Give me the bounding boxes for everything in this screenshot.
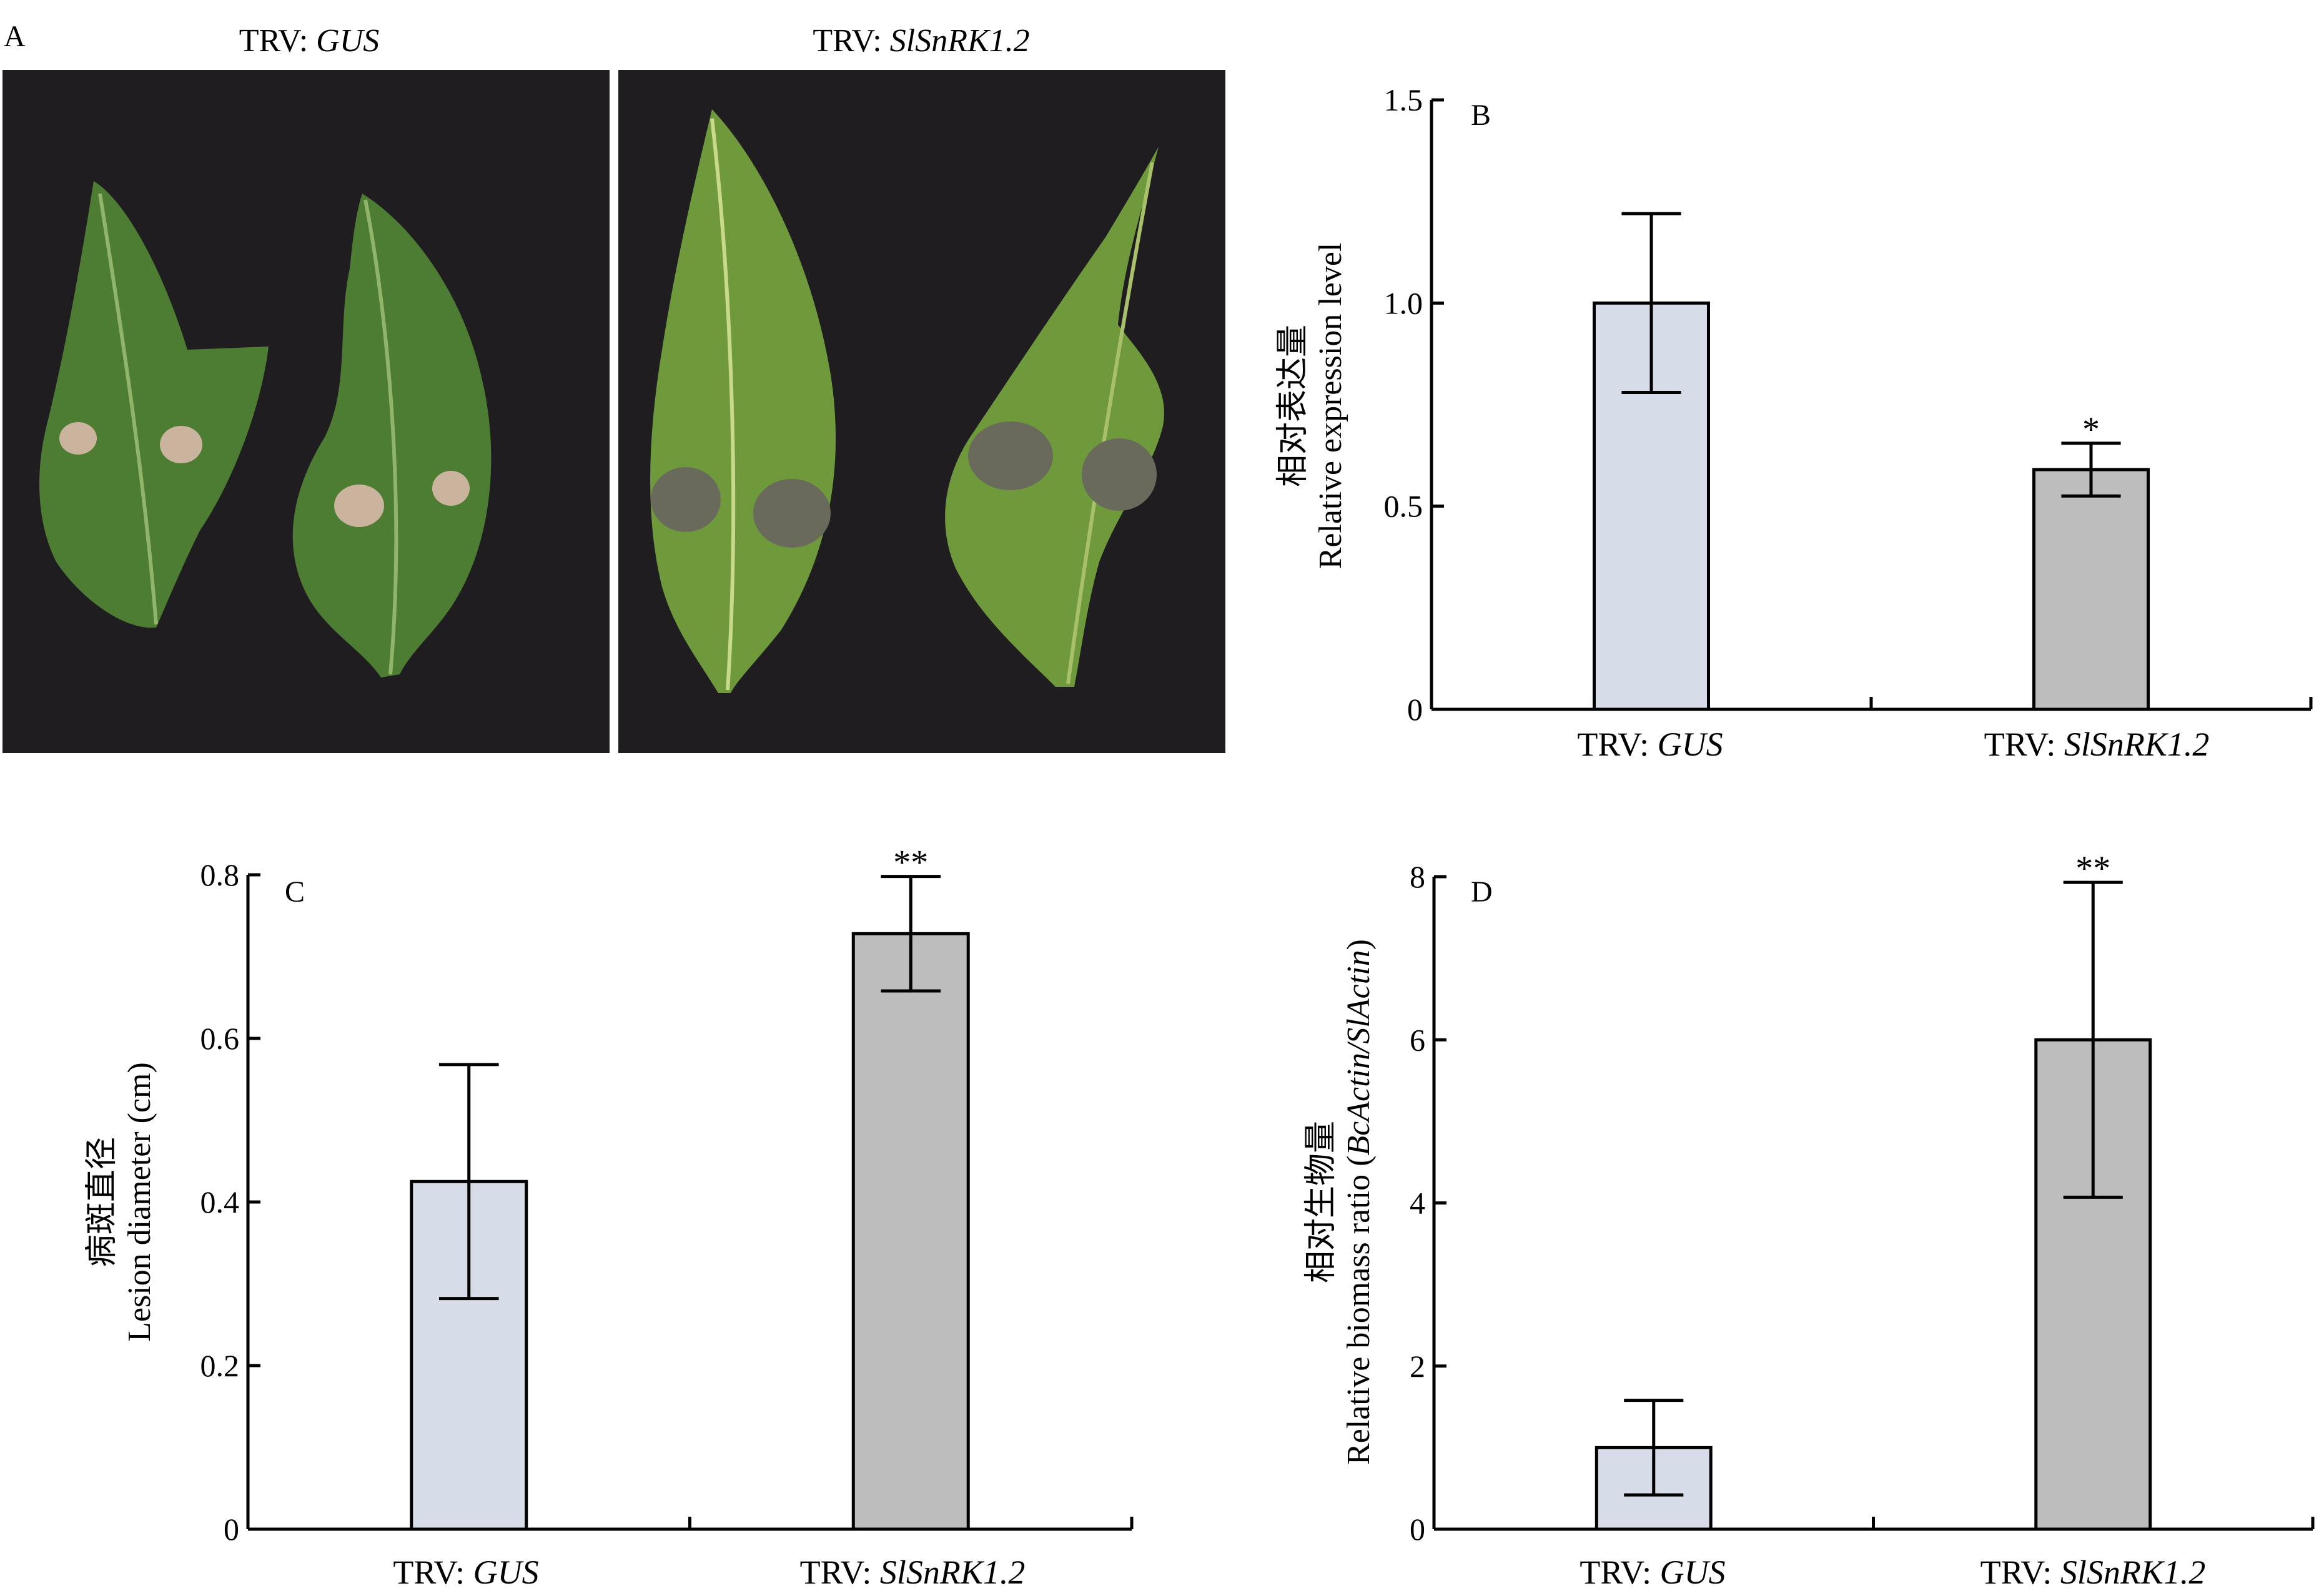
lesion-snrk-2 — [753, 479, 831, 548]
chart-b-ylabel-cn: 相对表达量 — [1275, 325, 1311, 487]
chart-d-ylabel-en-italic: BcActin/SlActin — [1341, 950, 1377, 1155]
chart-b-panel-letter: B — [1471, 99, 1491, 132]
photo-snrk-caption: TRV: SlSnRK1.2 — [813, 23, 1029, 59]
lesion-snrk-1 — [651, 467, 721, 532]
chart-b-ylabel: 相对表达量 Relative expression level — [1275, 243, 1348, 569]
chart-d-category-label-snrk: TRV: SlSnRK1.2 — [1980, 1554, 2206, 1591]
lesion-snrk-4 — [1082, 438, 1157, 511]
chart-d-panel-letter: D — [1471, 875, 1493, 909]
chart-c: C 病斑直径 Lesion diameter (cm) TRV: GUS TRV… — [84, 844, 1134, 1591]
chart-d: D 相对生物量 Relative biomass ratio (BcActin/… — [1303, 849, 2315, 1591]
chart-c-category-label-snrk: TRV: SlSnRK1.2 — [800, 1554, 1026, 1591]
lesion-gus-1 — [59, 422, 97, 455]
chart-c-y-tick-label-3: 0.6 — [200, 1021, 240, 1056]
chart-d-ylabel-cn: 相对生物量 — [1303, 1121, 1339, 1283]
chart-d-category-gene-gus: GUS — [1660, 1554, 1726, 1591]
chart-c-category-gene-gus: GUS — [473, 1554, 539, 1591]
chart-d-category-prefix-gus: TRV: — [1580, 1554, 1659, 1591]
chart-b: B 相对表达量 Relative expression level TRV: G… — [1275, 82, 2313, 763]
chart-c-ylabel-cn: 病斑直径 — [84, 1137, 120, 1267]
lesion-gus-3 — [334, 485, 384, 527]
leaf-snrk-right-vein — [1066, 162, 1154, 684]
lesion-gus-4 — [432, 471, 470, 506]
chart-b-category-label-snrk: TRV: SlSnRK1.2 — [1984, 726, 2210, 763]
chart-b-ylabel-en: Relative expression level — [1313, 243, 1348, 569]
photo-gus-caption-prefix: TRV: — [239, 23, 316, 59]
chart-c-y-tick-label-4: 0.8 — [200, 857, 240, 892]
chart-c-category-label-gus: TRV: GUS — [393, 1554, 538, 1591]
photo-snrk-caption-prefix: TRV: — [813, 23, 889, 59]
chart-d-ylabel-en-tail: ) — [1341, 939, 1377, 950]
chart-b-category-gene-snrk: SlSnRK1.2 — [2064, 726, 2210, 763]
leaf-gus-right-vein — [363, 199, 398, 675]
lesion-snrk-3 — [968, 421, 1053, 490]
chart-c-y-tick-label-0: 0 — [224, 1512, 239, 1547]
chart-c-category-gene-snrk: SlSnRK1.2 — [880, 1554, 1026, 1591]
chart-b-category-prefix-snrk: TRV: — [1984, 726, 2064, 763]
photo-gus — [2, 70, 610, 753]
chart-c-category-prefix-snrk: TRV: — [800, 1554, 880, 1591]
chart-c-y-tick-label-1: 0.2 — [200, 1348, 240, 1383]
chart-b-y-tick-label-0: 0 — [1407, 692, 1423, 727]
chart-c-ylabel-en: Lesion diameter (cm) — [122, 1062, 157, 1342]
chart-c-bar-snrk — [851, 932, 970, 1531]
chart-d-ylabel: 相对生物量 Relative biomass ratio (BcActin/Sl… — [1303, 939, 1377, 1465]
leaf-snrk-right — [945, 147, 1164, 687]
chart-b-category-gene-gus: GUS — [1658, 726, 1723, 763]
leaf-gus-left-vein — [98, 193, 158, 625]
chart-d-y-tick-label-3: 6 — [1410, 1022, 1425, 1057]
photo-snrk-caption-gene: SlSnRK1.2 — [890, 23, 1030, 59]
chart-c-panel-letter: C — [285, 875, 305, 909]
chart-b-y-tick-label-3: 1.5 — [1384, 82, 1423, 117]
chart-c-y-tick-label-2: 0.4 — [200, 1185, 240, 1219]
photo-snrk — [618, 70, 1225, 753]
chart-b-bar-snrk — [2032, 468, 2150, 711]
chart-b-y-tick-label-2: 1.0 — [1384, 285, 1423, 320]
chart-c-ylabel-en-text: Lesion diameter (cm) — [122, 1062, 157, 1342]
chart-d-ylabel-en-text: Relative biomass ratio ( — [1341, 1156, 1377, 1465]
chart-d-y-tick-label-0: 0 — [1410, 1512, 1425, 1547]
chart-b-category-label-gus: TRV: GUS — [1577, 726, 1723, 763]
panel-a: A TRV: GUS TRV: SlSnRK1.2 — [2, 20, 1225, 753]
chart-c-ylabel: 病斑直径 Lesion diameter (cm) — [84, 1062, 157, 1342]
chart-d-y-tick-label-1: 2 — [1410, 1349, 1425, 1384]
chart-d-category-label-gus: TRV: GUS — [1580, 1554, 1725, 1591]
leaf-snrk-left-vein — [710, 118, 736, 691]
photo-gus-caption-gene: GUS — [316, 23, 379, 59]
lesion-gus-2 — [160, 426, 202, 463]
chart-d-y-tick-label-4: 8 — [1410, 859, 1425, 894]
chart-d-ylabel-en: Relative biomass ratio (BcActin/SlActin) — [1341, 939, 1377, 1465]
chart-b-y-tick-label-1: 0.5 — [1384, 489, 1423, 524]
leaf-gus-left — [39, 181, 269, 628]
chart-b-ylabel-en-text: Relative expression level — [1313, 243, 1348, 569]
chart-c-category-prefix-gus: TRV: — [393, 1554, 473, 1591]
chart-b-category-prefix-gus: TRV: — [1577, 726, 1657, 763]
chart-d-category-prefix-snrk: TRV: — [1980, 1554, 2060, 1591]
chart-d-category-gene-snrk: SlSnRK1.2 — [2060, 1554, 2206, 1591]
chart-d-y-tick-label-2: 4 — [1410, 1186, 1425, 1221]
photo-gus-caption: TRV: GUS — [239, 23, 380, 59]
panel-a-letter: A — [4, 20, 26, 53]
